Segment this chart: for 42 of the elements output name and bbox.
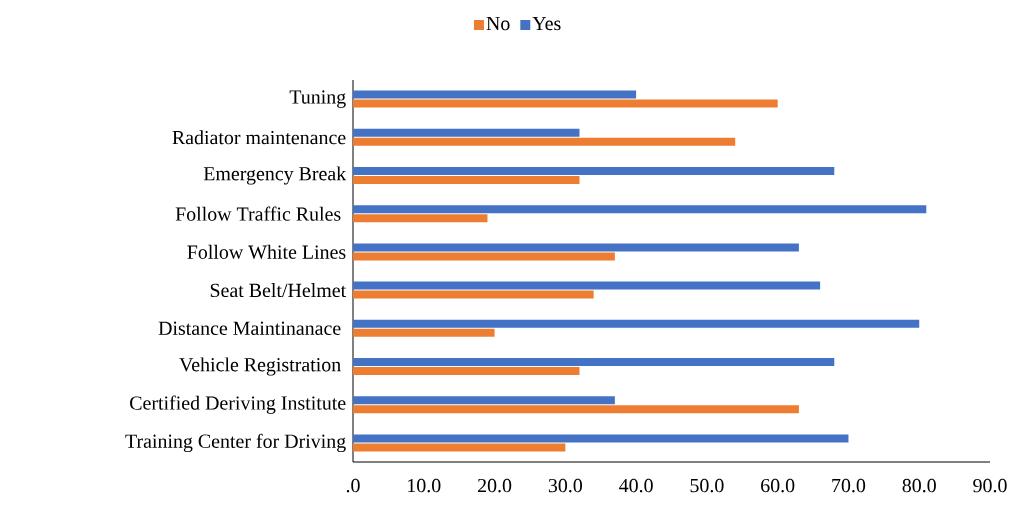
y-tick-label: Certified Deriving Institute xyxy=(130,395,346,414)
x-tick-label: 70.0 xyxy=(832,478,866,493)
bar xyxy=(353,281,821,290)
bar xyxy=(353,99,778,108)
y-tick-label: Distance Maintinanace xyxy=(158,321,341,335)
legend-label: No xyxy=(486,16,510,31)
y-tick-label: Vehicle Registration xyxy=(179,357,341,376)
bar xyxy=(353,214,488,223)
x-tick-label: 60.0 xyxy=(761,478,795,493)
y-tick-label: Radiator maintenance xyxy=(172,130,346,145)
bar xyxy=(353,396,615,405)
bar xyxy=(353,252,615,261)
y-tick-label: Training Center for Driving xyxy=(125,433,346,453)
bar xyxy=(353,358,835,366)
x-tick-label: 50.0 xyxy=(690,478,724,493)
x-tick-label: 80.0 xyxy=(902,478,936,493)
bar xyxy=(353,290,594,299)
bar xyxy=(353,176,580,184)
bar xyxy=(353,367,580,375)
bar xyxy=(353,443,566,452)
y-tick-label: Follow Traffic Rules xyxy=(175,206,341,221)
x-tick-label: 20.0 xyxy=(478,478,512,493)
bar xyxy=(353,434,849,443)
x-tick-label: 40.0 xyxy=(619,478,653,493)
y-tick-label: Tuning xyxy=(289,90,346,108)
x-tick-label: 90.0 xyxy=(973,478,1007,493)
bar xyxy=(353,128,580,137)
bar xyxy=(353,328,495,337)
bar xyxy=(353,90,637,99)
bar xyxy=(353,167,835,175)
y-tick-label: Emergency Break xyxy=(203,166,347,185)
bar xyxy=(353,319,920,328)
x-tick-label: 10.0 xyxy=(408,478,441,493)
bar xyxy=(353,243,799,252)
bar xyxy=(353,137,736,146)
y-tick-label: Follow White Lines xyxy=(187,244,346,259)
x-tick-label: .0 xyxy=(346,478,360,493)
legend-label: Yes xyxy=(532,16,561,31)
y-tick-label: Seat Belt/Helmet xyxy=(210,283,347,298)
x-tick-label: 30.0 xyxy=(548,478,583,493)
bar xyxy=(353,205,927,214)
bar xyxy=(353,405,799,414)
